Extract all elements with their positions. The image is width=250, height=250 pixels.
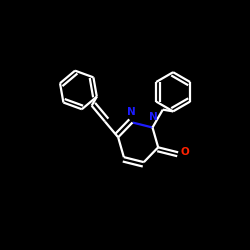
Text: N: N — [127, 107, 136, 117]
Text: O: O — [180, 147, 189, 157]
Text: N: N — [150, 112, 158, 122]
